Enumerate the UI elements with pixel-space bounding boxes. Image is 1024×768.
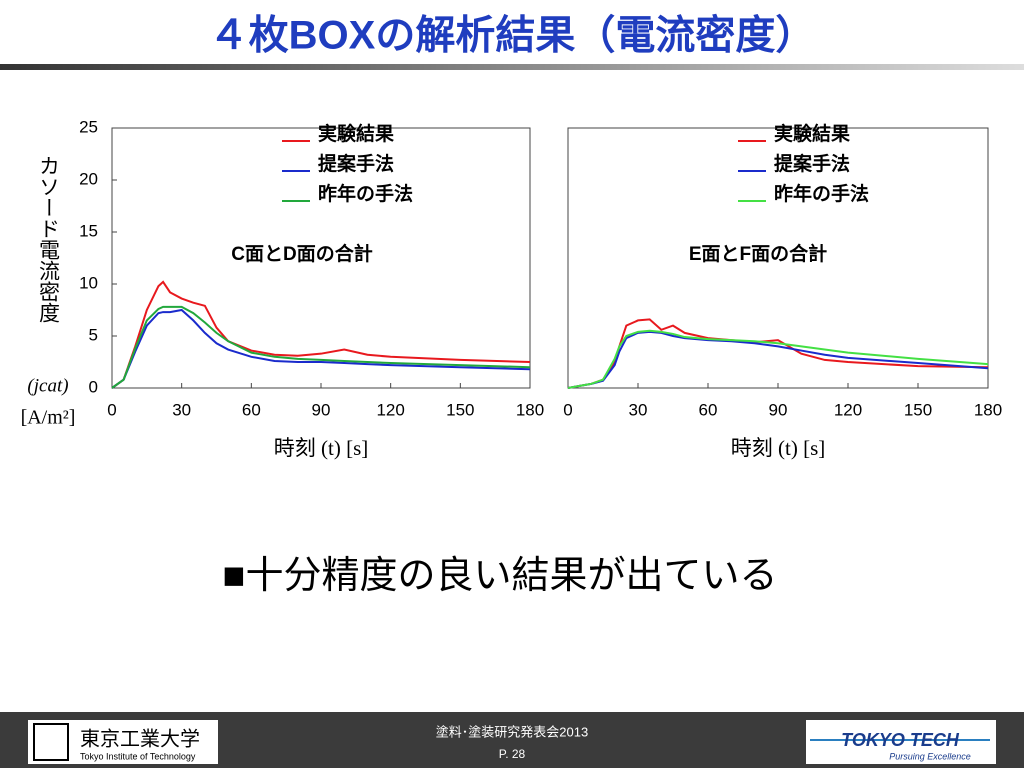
x-tick-label: 120 [834, 400, 862, 419]
title-rule [0, 64, 1024, 70]
x-tick-label: 60 [699, 400, 718, 419]
title-shadow: ４枚BOXの解析結果（電流密度） [209, 14, 816, 58]
x-tick-label: 150 [446, 400, 474, 419]
y-tick-label: 25 [79, 117, 98, 136]
y-axis-label: カソード電流密度 [37, 155, 61, 323]
x-tick-label: 60 [242, 400, 261, 419]
y-tick-label: 0 [89, 377, 98, 396]
legend-label: 提案手法 [774, 152, 850, 175]
x-tick-label: 150 [904, 400, 932, 419]
y-tick-label: 15 [79, 221, 98, 240]
x-tick-label: 90 [312, 400, 331, 419]
y-tick-label: 20 [79, 169, 98, 188]
x-tick-label: 90 [769, 400, 788, 419]
series-line [111, 308, 531, 389]
legend-label: 昨年の手法 [318, 182, 413, 205]
x-tick-label: 0 [107, 400, 116, 419]
y-axis-unit: [A/m²] [21, 407, 76, 429]
series-line [111, 280, 531, 389]
y-tick-label: 10 [79, 273, 98, 292]
tech-brand: TOKYO TECH [841, 730, 960, 750]
series-line [111, 305, 531, 389]
y-tick-label: 5 [89, 325, 98, 344]
univ-name-en: Tokyo Institute of Technology [80, 751, 196, 761]
legend-label: 提案手法 [318, 152, 394, 175]
univ-logo [28, 720, 218, 764]
legend-label: 実験結果 [318, 122, 394, 145]
tech-logo [806, 720, 996, 764]
x-tick-label: 30 [172, 400, 191, 419]
series-line [567, 330, 989, 389]
legend-label: 実験結果 [774, 122, 850, 145]
x-axis-label: 時刻 (t) [s] [274, 436, 368, 460]
x-tick-label: 0 [563, 400, 572, 419]
tech-tagline: Pursuing Excellence [889, 751, 971, 761]
title: ４枚BOXの解析結果（電流密度） [209, 14, 816, 58]
legend-label: 昨年の手法 [774, 182, 869, 205]
x-tick-label: 180 [516, 400, 544, 419]
y-axis-symbol: (jcat) [27, 375, 68, 396]
x-tick-label: 180 [974, 400, 1002, 419]
plot-frame [111, 127, 531, 389]
univ-emblem [33, 723, 69, 761]
page-number: P. 28 [499, 747, 526, 761]
annotation: E面とF面の合計 [689, 242, 827, 265]
x-tick-label: 120 [376, 400, 404, 419]
series-line [567, 329, 989, 389]
event: 塗料･塗装研究発表会2013 [436, 724, 588, 739]
bullet: ■十分精度の良い結果が出ている [223, 555, 778, 597]
univ-name: 東京工業大学 [80, 727, 200, 750]
annotation: C面とD面の合計 [231, 242, 372, 265]
x-axis-label: 時刻 (t) [s] [731, 436, 825, 460]
x-tick-label: 30 [629, 400, 648, 419]
